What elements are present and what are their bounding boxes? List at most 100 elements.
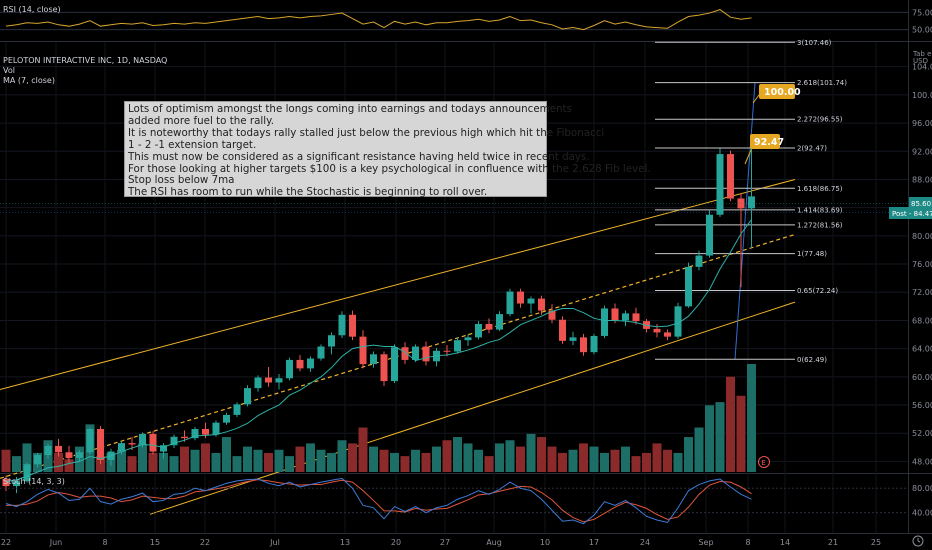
candle-body xyxy=(359,336,367,365)
rsi-label: RSI (14, close) xyxy=(3,5,61,14)
earnings-icon[interactable] xyxy=(758,456,770,468)
candle-body xyxy=(401,347,409,360)
candle-body xyxy=(13,481,20,487)
currency-label[interactable]: USD xyxy=(913,57,928,65)
stoch-pane xyxy=(0,477,908,525)
candle-body xyxy=(475,323,482,338)
volume-bar xyxy=(421,452,431,472)
rsi-line xyxy=(5,9,752,31)
candle-body xyxy=(160,445,167,452)
fib-level-label: 3(107.46) xyxy=(797,39,832,47)
volume-bar xyxy=(64,459,74,472)
time-tick: 27 xyxy=(440,538,450,547)
volume-bar xyxy=(726,376,735,472)
candle-body xyxy=(559,319,566,341)
volume-bar xyxy=(138,443,147,472)
volume-bar xyxy=(211,452,221,472)
price-tick: 88.00 xyxy=(912,175,932,184)
volume-bar xyxy=(117,449,126,472)
volume-bar xyxy=(127,456,137,472)
time-tick: 8 xyxy=(102,538,107,547)
volume-bar xyxy=(747,364,756,472)
candle-body xyxy=(685,266,692,307)
candle-body xyxy=(170,436,178,446)
candle-body xyxy=(496,314,503,330)
volume-bar xyxy=(694,427,704,472)
fib-level-label: 1(77.48) xyxy=(797,250,827,258)
candle-body xyxy=(265,377,272,383)
volume-bar xyxy=(400,456,410,472)
volume-bar xyxy=(495,443,504,472)
volume-bar xyxy=(463,443,473,472)
volume-bar xyxy=(169,456,179,472)
candle-body xyxy=(44,445,52,456)
candle-body xyxy=(139,433,146,445)
candle-body xyxy=(97,429,104,461)
target-callout[interactable]: 100.00 xyxy=(752,84,801,104)
candle-body xyxy=(695,255,703,267)
time-tick: 13 xyxy=(340,538,350,547)
volume-bar xyxy=(516,446,525,472)
volume-bar xyxy=(243,446,252,472)
price-tick: 72.00 xyxy=(912,288,932,297)
volume-bar xyxy=(390,452,399,472)
price-tick: 56.00 xyxy=(912,401,932,410)
candle-body xyxy=(128,443,136,445)
note-line: added more fuel to the rally. xyxy=(128,114,275,127)
candle-body xyxy=(338,314,346,336)
fib-level-label: 1.414(83.69) xyxy=(797,206,843,214)
volume-bar xyxy=(600,452,609,472)
rsi-tick: 50.00 xyxy=(912,26,932,35)
time-tick: Sep xyxy=(698,538,713,547)
analysis-note[interactable]: Lots of optimism amongst the longs comin… xyxy=(124,101,651,198)
candle-body xyxy=(506,291,514,315)
volume-bar xyxy=(348,443,357,472)
price-tick: 52.00 xyxy=(912,429,932,438)
fib-trend-line xyxy=(734,82,756,360)
candle-body xyxy=(55,445,62,453)
candle-body xyxy=(181,436,188,439)
time-axis[interactable]: 22 Jun 8 15 22 Jul 13 20 27 Aug 10 17 24 Sep 8 14 21 25 xyxy=(1,538,881,547)
volume-bar xyxy=(705,405,714,472)
candle-body xyxy=(517,291,524,304)
volume-bar xyxy=(180,446,189,472)
volume-bar xyxy=(264,452,273,472)
clock-icon[interactable] xyxy=(912,535,924,547)
candle-body xyxy=(485,323,493,330)
stoch-label: Stoch (14, 3, 3) xyxy=(3,477,65,486)
candle-body xyxy=(464,337,472,341)
note-line: For those looking at higher targets $100… xyxy=(128,162,651,175)
volume-bar xyxy=(631,456,641,472)
volume-bar xyxy=(159,452,168,472)
vol-label: Vol xyxy=(3,66,15,75)
volume-bar xyxy=(474,449,483,472)
time-tick: 10 xyxy=(540,538,550,547)
candle-body xyxy=(380,354,388,382)
volume-bar xyxy=(484,456,494,472)
volume-bar xyxy=(589,446,599,472)
price-tick: 92.00 xyxy=(912,147,932,156)
candle-body xyxy=(76,452,83,458)
price-tick: 48.00 xyxy=(912,457,932,466)
price-axis[interactable]: 48.00 52.00 56.00 60.00 64.00 68.00 72.00 76.00… xyxy=(912,8,932,517)
candle-body xyxy=(527,298,535,304)
candle-body xyxy=(317,346,325,359)
fib-level-label: 2(92.47) xyxy=(797,144,827,152)
candle-body xyxy=(296,359,304,369)
price-tick: 68.00 xyxy=(912,316,932,325)
candle-body xyxy=(149,433,157,452)
time-tick: 15 xyxy=(150,538,160,547)
currency-top-label: Tab ebt xyxy=(912,50,932,58)
rsi-pane xyxy=(0,9,908,31)
candle-body xyxy=(65,452,73,458)
volume-bar xyxy=(22,443,32,472)
candle-body xyxy=(244,388,251,405)
candle-body xyxy=(349,314,356,337)
candle-body xyxy=(254,377,262,389)
price-tick: 96.00 xyxy=(912,119,932,128)
candle-body xyxy=(611,308,619,321)
volume-bars xyxy=(1,364,756,472)
candle-body xyxy=(443,350,451,352)
high-callout[interactable]: 92.47 xyxy=(744,134,784,165)
